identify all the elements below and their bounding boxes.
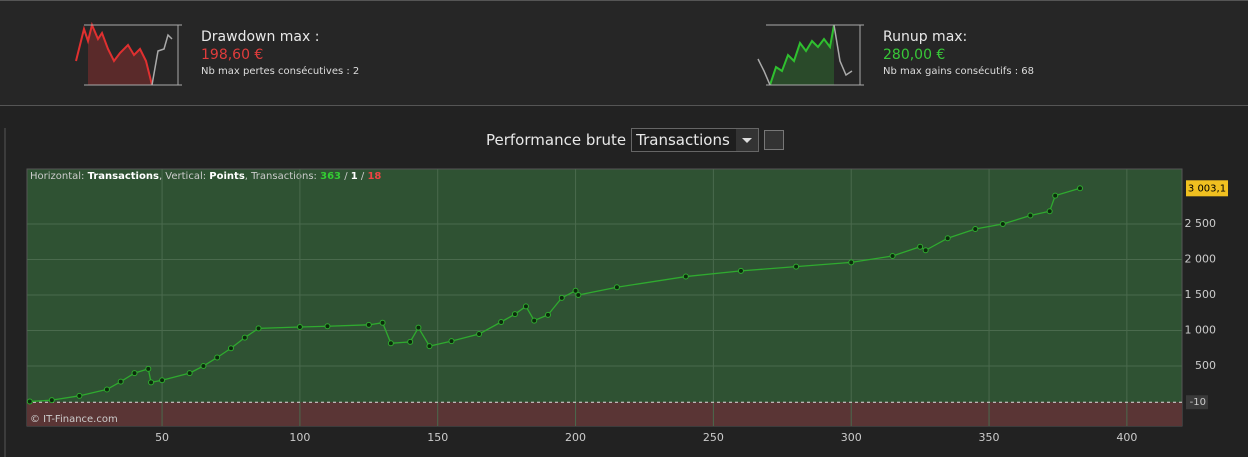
y-tick-label: 2 500 bbox=[1185, 217, 1217, 230]
point bbox=[737, 267, 744, 274]
drawdown-label: Drawdown max : bbox=[201, 29, 320, 45]
y-tick-label: 500 bbox=[1195, 359, 1216, 372]
point bbox=[944, 235, 951, 242]
point bbox=[415, 324, 422, 331]
last-value-label: 3 003,1 bbox=[1188, 183, 1226, 194]
point bbox=[1046, 208, 1053, 215]
info-v-label: , Vertical: bbox=[159, 171, 206, 182]
drawdown-icon bbox=[75, 21, 182, 86]
point bbox=[241, 334, 248, 341]
info-t-label: , Transactions: bbox=[245, 171, 317, 182]
point bbox=[511, 311, 518, 318]
point bbox=[1077, 185, 1084, 192]
runup-value: 280,00 € bbox=[883, 47, 946, 63]
x-tick-label: 300 bbox=[841, 431, 862, 444]
point bbox=[1052, 192, 1059, 199]
negative-zone bbox=[27, 402, 1182, 426]
info-h-value: Transactions bbox=[88, 171, 159, 182]
point bbox=[498, 318, 505, 325]
point bbox=[448, 338, 455, 345]
info-even: 1 bbox=[351, 171, 358, 182]
settings-button[interactable] bbox=[764, 130, 785, 150]
point bbox=[407, 338, 414, 345]
point bbox=[387, 340, 394, 347]
point bbox=[117, 378, 124, 385]
x-tick-label: 250 bbox=[703, 431, 724, 444]
point bbox=[999, 221, 1006, 228]
point bbox=[476, 331, 483, 338]
point bbox=[48, 397, 55, 404]
info-v-value: Points bbox=[209, 171, 245, 182]
point bbox=[544, 311, 551, 318]
summary-panel: Drawdown max : 198,60 € Nb max pertes co… bbox=[0, 0, 1248, 106]
point bbox=[379, 319, 386, 326]
point bbox=[76, 392, 83, 399]
y-tick-label: 1 000 bbox=[1185, 324, 1217, 337]
point bbox=[613, 284, 620, 291]
info-wins: 363 bbox=[320, 171, 341, 182]
x-tick-label: 100 bbox=[289, 431, 310, 444]
point bbox=[26, 398, 33, 405]
point bbox=[426, 343, 433, 350]
point bbox=[522, 303, 529, 310]
runup-icon bbox=[757, 24, 864, 86]
select[interactable]: Transactions bbox=[631, 128, 760, 152]
y-tick-label: 2 000 bbox=[1185, 253, 1217, 266]
last-value-box bbox=[1186, 180, 1228, 197]
point bbox=[255, 325, 262, 332]
info-sep: / bbox=[344, 171, 348, 182]
point bbox=[972, 225, 979, 232]
info-line: Horizontal: Transactions, Vertical: Poin… bbox=[30, 171, 381, 182]
drawdown-note: Nb max pertes consécutives : 2 bbox=[201, 66, 360, 77]
plot-area bbox=[26, 168, 1183, 427]
runup-label: Runup max: bbox=[883, 29, 968, 45]
point bbox=[848, 259, 855, 266]
select-value: Transactions bbox=[636, 131, 730, 149]
point bbox=[889, 252, 896, 259]
point bbox=[572, 287, 579, 294]
runup: Runup max: 280,00 € Nb max gains consécu… bbox=[883, 29, 1034, 77]
point bbox=[682, 273, 689, 280]
y-tick-label: 1 500 bbox=[1185, 288, 1217, 301]
x-tick-label: 350 bbox=[979, 431, 1000, 444]
point bbox=[148, 379, 155, 386]
point bbox=[324, 323, 331, 330]
point bbox=[159, 377, 166, 384]
drawdown-value: 198,60 € bbox=[201, 47, 264, 63]
x-tick-label: 150 bbox=[427, 431, 448, 444]
point bbox=[296, 323, 303, 330]
x-tick-label: 50 bbox=[155, 431, 169, 444]
point bbox=[145, 365, 152, 372]
point bbox=[558, 294, 565, 301]
info-sep: / bbox=[361, 171, 365, 182]
credit: © IT-Finance.com bbox=[30, 414, 118, 425]
x-tick-label: 400 bbox=[1116, 431, 1137, 444]
point bbox=[227, 345, 234, 352]
point bbox=[214, 354, 221, 361]
point bbox=[575, 292, 582, 299]
x-tick-label: 200 bbox=[565, 431, 586, 444]
point bbox=[186, 370, 193, 377]
point bbox=[1027, 212, 1034, 219]
drawdown: Drawdown max : 198,60 € Nb max pertes co… bbox=[201, 29, 359, 77]
select-arrow bbox=[736, 129, 759, 151]
info-h-label: Horizontal: bbox=[30, 171, 84, 182]
point bbox=[531, 317, 538, 324]
reference-label: -10 bbox=[1190, 397, 1206, 408]
point bbox=[365, 321, 372, 328]
toolbar: Performance brute Transactions bbox=[486, 128, 785, 152]
runup-note: Nb max gains consécutifs : 68 bbox=[883, 66, 1034, 77]
point bbox=[922, 247, 929, 254]
point bbox=[200, 363, 207, 370]
point bbox=[917, 243, 924, 250]
point bbox=[103, 386, 110, 393]
reference-box bbox=[1186, 395, 1208, 410]
point bbox=[793, 263, 800, 270]
point bbox=[131, 370, 138, 377]
info-losses: 18 bbox=[367, 171, 381, 182]
toolbar-title: Performance brute bbox=[486, 131, 627, 149]
